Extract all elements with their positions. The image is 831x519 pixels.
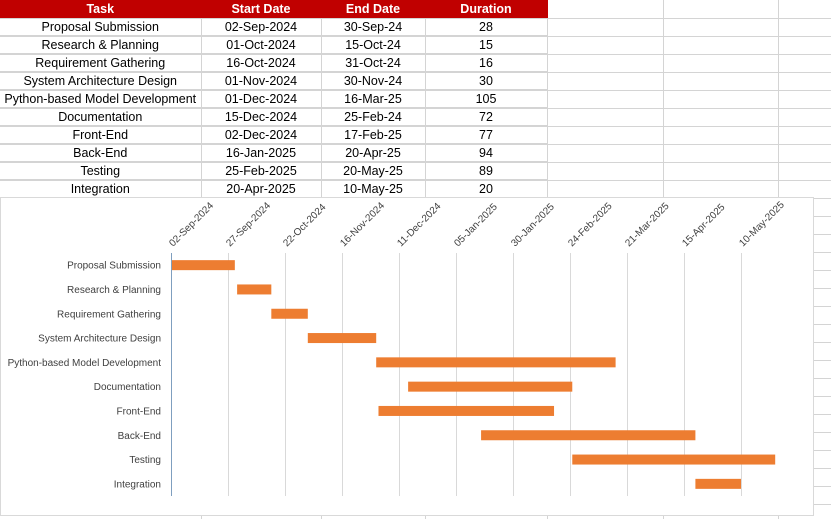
table-row: Requirement Gathering 16-Oct-2024 31-Oct-2… <box>0 53 548 72</box>
end-date-cell[interactable]: 25-Feb-24 <box>321 107 426 126</box>
chart-y-category-label: Documentation <box>94 382 161 393</box>
table-row: Research & Planning 01-Oct-2024 15-Oct-24 1… <box>0 35 548 54</box>
chart-x-tick-label: 22-Oct-2024 <box>281 202 328 249</box>
chart-x-tick-label: 30-Jan-2025 <box>509 201 557 249</box>
end-date-cell[interactable]: 31-Oct-24 <box>321 53 426 72</box>
chart-y-category-label: Testing <box>129 455 161 466</box>
table-row: Front-End 02-Dec-2024 17-Feb-25 77 <box>0 125 548 144</box>
start-date-cell[interactable]: 01-Dec-2024 <box>201 89 322 108</box>
end-date-cell[interactable]: 30-Nov-24 <box>321 71 426 90</box>
chart-y-category-label: Integration <box>114 479 161 490</box>
chart-x-tick-label: 15-Apr-2025 <box>680 202 727 249</box>
table-row: Python-based Model Development 01-Dec-202… <box>0 89 548 108</box>
task-cell[interactable]: System Architecture Design <box>0 71 202 90</box>
task-cell[interactable]: Proposal Submission <box>0 18 202 36</box>
header-end-date[interactable]: End Date <box>321 0 426 18</box>
duration-cell[interactable]: 105 <box>425 89 548 108</box>
duration-cell[interactable]: 30 <box>425 71 548 90</box>
task-cell[interactable]: Integration <box>0 179 202 198</box>
chart-y-category-label: Requirement Gathering <box>57 309 161 320</box>
chart-x-tick-label: 16-Nov-2024 <box>338 200 387 249</box>
task-cell[interactable]: Research & Planning <box>0 35 202 54</box>
duration-cell[interactable]: 15 <box>425 35 548 54</box>
chart-x-tick-label: 11-Dec-2024 <box>395 201 443 249</box>
table-row: Proposal Submission 02-Sep-2024 30-Sep-24 2… <box>0 18 548 36</box>
chart-y-category-label: System Architecture Design <box>38 334 161 345</box>
task-table: Task Start Date End Date Duration Propos… <box>0 0 548 198</box>
header-task[interactable]: Task <box>0 0 202 18</box>
end-date-cell[interactable]: 20-May-25 <box>321 161 426 180</box>
gantt-bar[interactable] <box>237 284 272 295</box>
chart-y-category-label: Proposal Submission <box>67 261 161 272</box>
gantt-chart-svg: 02-Sep-2024 27-Sep-2024 22-Oct-2024 16-Nov-… <box>8 199 787 496</box>
duration-cell[interactable]: 94 <box>425 143 548 162</box>
end-date-cell[interactable]: 16-Mar-25 <box>321 89 426 108</box>
table-header-row: Task Start Date End Date Duration <box>0 0 548 18</box>
start-date-cell[interactable]: 02-Sep-2024 <box>201 18 322 36</box>
gantt-chart[interactable]: 02-Sep-2024 27-Sep-2024 22-Oct-2024 16-Nov-… <box>0 197 814 516</box>
gantt-bar[interactable] <box>376 357 616 368</box>
end-date-cell[interactable]: 10-May-25 <box>321 179 426 198</box>
duration-cell[interactable]: 89 <box>425 161 548 180</box>
duration-cell[interactable]: 20 <box>425 179 548 198</box>
duration-cell[interactable]: 72 <box>425 107 548 126</box>
gantt-bar[interactable] <box>572 454 776 465</box>
header-duration[interactable]: Duration <box>425 0 548 18</box>
duration-cell[interactable]: 77 <box>425 125 548 144</box>
table-row: Documentation 15-Dec-2024 25-Feb-24 72 <box>0 107 548 126</box>
chart-x-tick-label: 24-Feb-2025 <box>566 201 615 250</box>
start-date-cell[interactable]: 25-Feb-2025 <box>201 161 322 180</box>
gantt-bar[interactable] <box>408 381 573 392</box>
gantt-bar[interactable] <box>271 308 308 319</box>
chart-y-category-label: Python-based Model Development <box>8 358 162 369</box>
gantt-bar[interactable] <box>695 478 741 489</box>
chart-x-tick-label: 05-Jan-2025 <box>452 201 500 249</box>
task-cell[interactable]: Requirement Gathering <box>0 53 202 72</box>
start-date-cell[interactable]: 20-Apr-2025 <box>201 179 322 198</box>
table-row: System Architecture Design 01-Nov-2024 30-… <box>0 71 548 90</box>
task-cell[interactable]: Documentation <box>0 107 202 126</box>
chart-x-tick-label: 10-May-2025 <box>737 199 787 249</box>
start-date-cell[interactable]: 01-Oct-2024 <box>201 35 322 54</box>
start-date-cell[interactable]: 15-Dec-2024 <box>201 107 322 126</box>
end-date-cell[interactable]: 17-Feb-25 <box>321 125 426 144</box>
chart-x-tick-label: 27-Sep-2024 <box>224 200 273 249</box>
task-cell[interactable]: Testing <box>0 161 202 180</box>
task-cell[interactable]: Front-End <box>0 125 202 144</box>
gantt-bar[interactable] <box>307 333 377 344</box>
table-row: Integration 20-Apr-2025 10-May-25 20 <box>0 179 548 198</box>
start-date-cell[interactable]: 01-Nov-2024 <box>201 71 322 90</box>
task-cell[interactable]: Back-End <box>0 143 202 162</box>
duration-cell[interactable]: 28 <box>425 18 548 36</box>
start-date-cell[interactable]: 02-Dec-2024 <box>201 125 322 144</box>
chart-x-tick-label: 02-Sep-2024 <box>167 200 216 249</box>
header-start-date[interactable]: Start Date <box>201 0 322 18</box>
gantt-bar[interactable] <box>481 430 696 441</box>
table-row: Testing 25-Feb-2025 20-May-25 89 <box>0 161 548 180</box>
end-date-cell[interactable]: 30-Sep-24 <box>321 18 426 36</box>
table-row: Back-End 16-Jan-2025 20-Apr-25 94 <box>0 143 548 162</box>
gantt-bar[interactable] <box>171 260 235 271</box>
gantt-bar[interactable] <box>378 405 555 416</box>
chart-y-category-label: Research & Planning <box>67 285 161 296</box>
chart-y-category-label: Front-End <box>117 406 161 417</box>
chart-x-tick-label: 21-Mar-2025 <box>623 201 672 250</box>
end-date-cell[interactable]: 20-Apr-25 <box>321 143 426 162</box>
start-date-cell[interactable]: 16-Jan-2025 <box>201 143 322 162</box>
chart-y-category-label: Back-End <box>118 431 161 442</box>
task-cell[interactable]: Python-based Model Development <box>0 89 202 108</box>
start-date-cell[interactable]: 16-Oct-2024 <box>201 53 322 72</box>
end-date-cell[interactable]: 15-Oct-24 <box>321 35 426 54</box>
duration-cell[interactable]: 16 <box>425 53 548 72</box>
